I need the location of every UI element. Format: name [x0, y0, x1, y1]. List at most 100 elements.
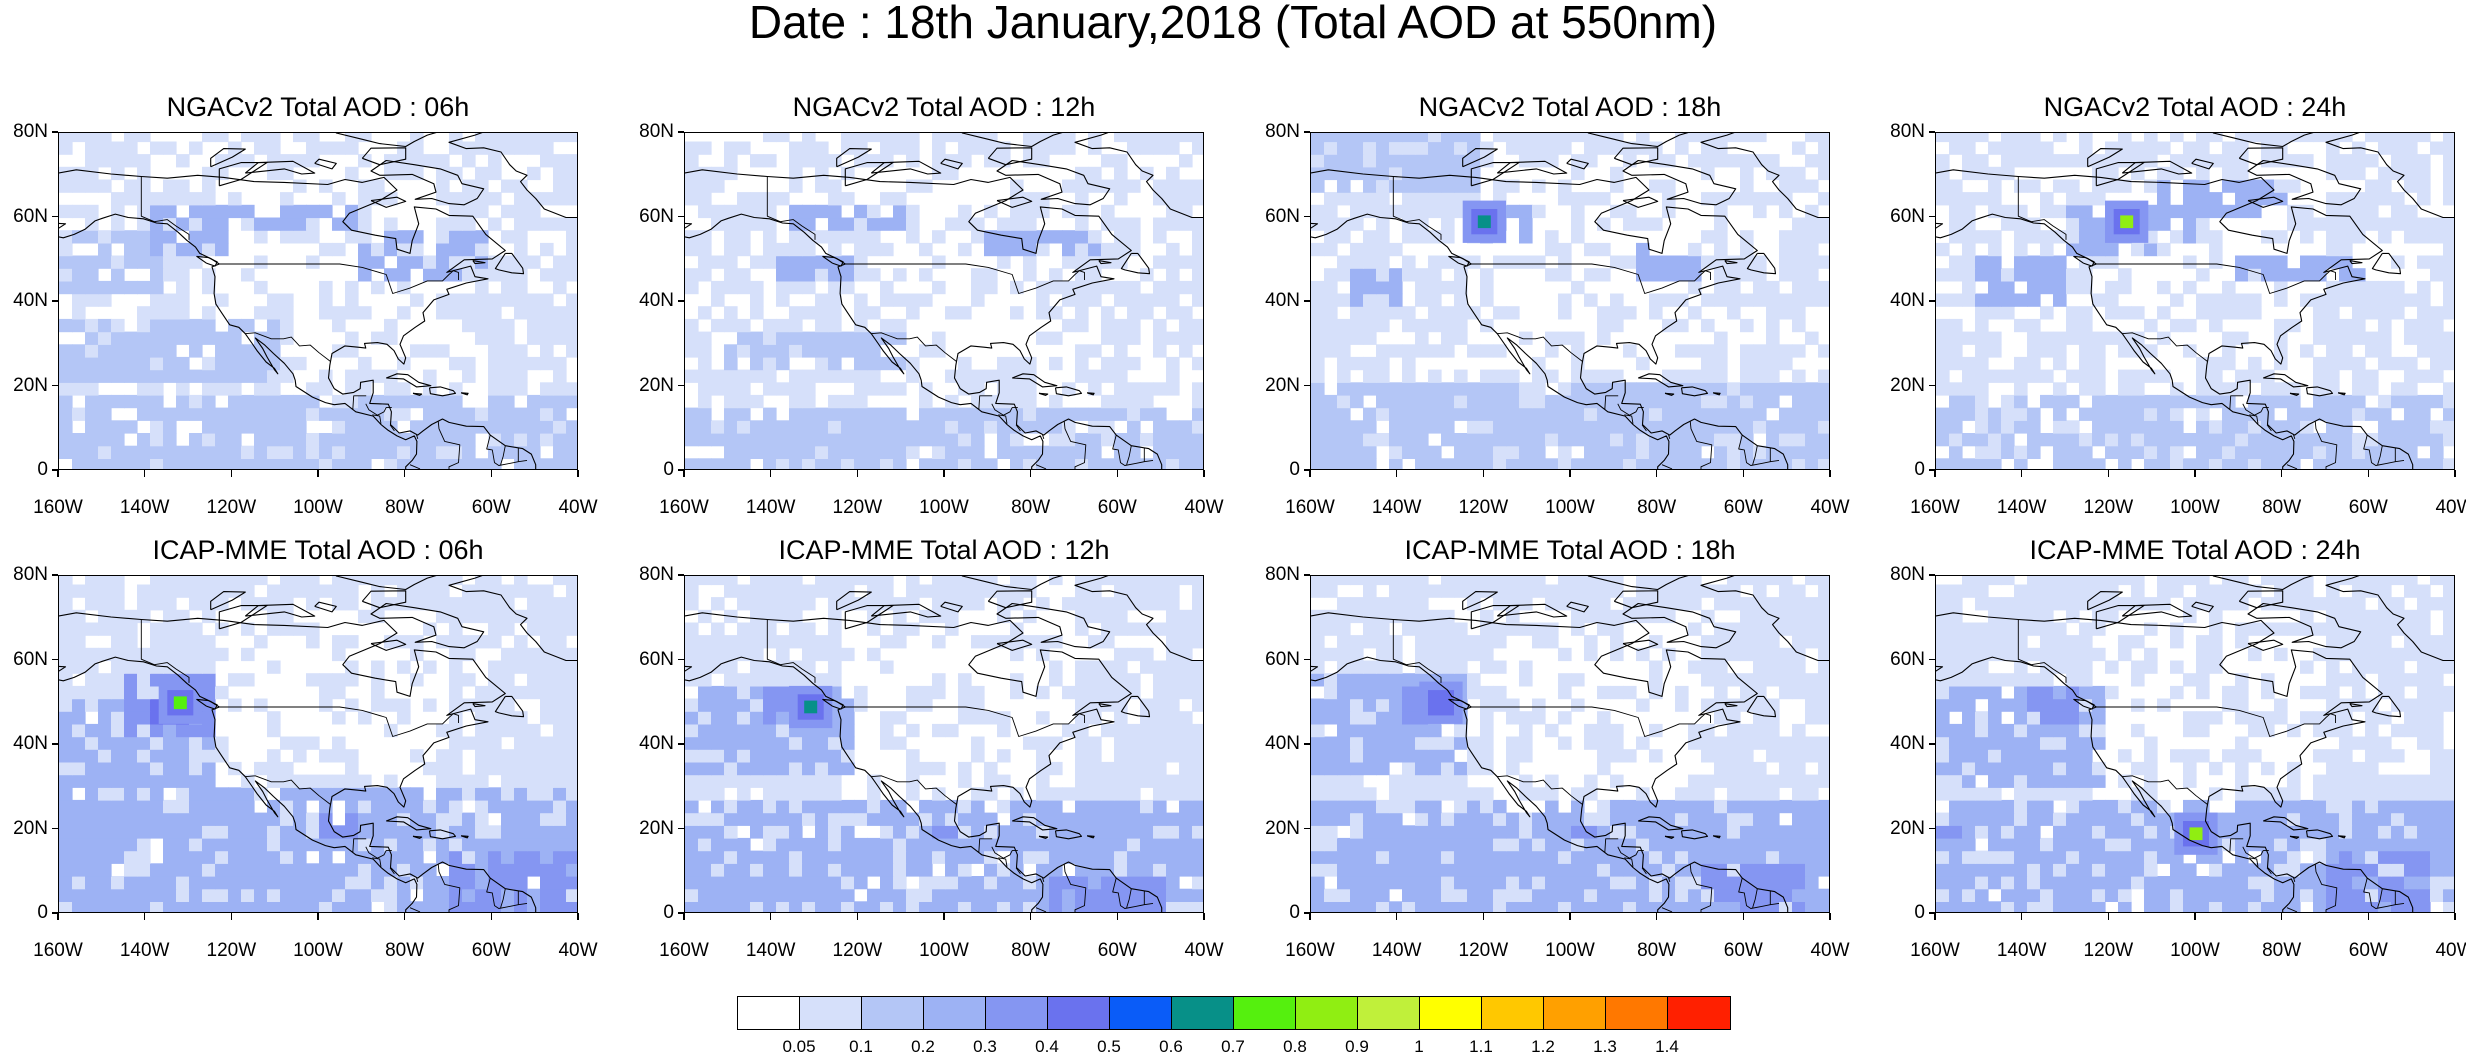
lon-tick — [1029, 913, 1032, 920]
lon-tick-label: 100W — [1545, 497, 1595, 518]
lat-tick — [1929, 912, 1935, 914]
lon-tick-label: 80W — [1637, 940, 1677, 961]
lon-tick — [1655, 913, 1658, 920]
lat-tick-label: 60N — [1265, 648, 1300, 670]
panel-title: ICAP-MME Total AOD : 18h — [1404, 535, 1736, 565]
lat-tick — [1304, 743, 1310, 745]
lon-tick-label: 60W — [1097, 940, 1137, 961]
lat-tick-label: 20N — [1890, 817, 1925, 839]
lat-tick-label: 20N — [1265, 817, 1300, 839]
lon-tick — [2107, 470, 2110, 477]
lon-tick-label: 120W — [206, 497, 257, 518]
lon-tick — [1742, 470, 1745, 477]
map-plot-area — [1310, 132, 1830, 470]
lon-tick-label: 100W — [2170, 940, 2220, 961]
lat-tick-label: 0 — [37, 902, 48, 923]
colorbar-swatch — [799, 996, 863, 1030]
lon-tick — [1569, 470, 1571, 477]
lon-tick — [1395, 470, 1398, 477]
map-plot-area — [1310, 575, 1830, 913]
colorbar-label: 0.1 — [849, 1037, 873, 1056]
lon-tick-label: 80W — [385, 497, 425, 518]
colorbar-swatch — [923, 996, 987, 1030]
map-plot-area — [1935, 575, 2455, 913]
lat-tick-label: 40N — [639, 290, 674, 311]
lon-tick — [2367, 913, 2370, 920]
lat-tick — [1929, 658, 1935, 661]
coastline — [1936, 133, 2454, 469]
lat-tick — [1304, 658, 1310, 661]
lat-tick-label: 80N — [1890, 564, 1925, 585]
colorbar-swatch — [1481, 996, 1545, 1030]
lat-tick — [678, 384, 684, 387]
lon-tick-label: 60W — [1723, 497, 1763, 518]
lon-tick-label: 160W — [1285, 497, 1335, 518]
aod-hotspot — [158, 681, 202, 724]
panel-title: NGACv2 Total AOD : 18h — [1418, 92, 1722, 122]
lat-tick-label: 40N — [13, 290, 48, 311]
lat-tick-label: 60N — [13, 205, 48, 227]
lat-tick-label: 80N — [13, 121, 48, 142]
aod-field — [685, 576, 1203, 912]
lat-tick-label: 80N — [639, 564, 674, 585]
lon-tick — [143, 470, 146, 477]
lon-tick-label: 100W — [1545, 940, 1595, 961]
lat-tick — [52, 912, 58, 914]
lon-tick — [2280, 913, 2283, 920]
coastline — [1311, 576, 1829, 912]
lat-tick-label: 80N — [639, 121, 674, 142]
aod-field — [59, 576, 577, 912]
colorbar-swatch — [1295, 996, 1359, 1030]
colorbar-label: 1.2 — [1531, 1037, 1555, 1056]
lon-tick — [2280, 470, 2283, 477]
aod-field — [59, 133, 577, 469]
lon-tick-label: 40W — [558, 497, 598, 518]
colorbar-label: 1 — [1414, 1037, 1424, 1056]
aod-field — [685, 133, 1203, 469]
lon-tick-label: 100W — [2170, 497, 2220, 518]
map-plot-area — [58, 132, 578, 470]
lon-tick — [1309, 913, 1311, 920]
map-plot-area — [684, 132, 1204, 470]
lon-tick-label: 120W — [832, 497, 883, 518]
lon-tick-label: 80W — [385, 940, 425, 961]
lat-tick — [678, 215, 684, 218]
lat-tick — [52, 827, 58, 830]
lat-tick-label: 20N — [639, 374, 674, 396]
colorbar-label: 0.3 — [973, 1037, 997, 1056]
map-canvas — [685, 133, 1203, 469]
map-panel-icap-mme-06h: ICAP-MME Total AOD : 06h 80N 60N 40N 20N 0 160… — [13, 535, 597, 981]
lat-tick — [1929, 743, 1935, 745]
lon-tick-label: 140W — [1371, 497, 1422, 518]
lon-tick — [683, 913, 685, 920]
lon-tick-label: 140W — [1996, 940, 2047, 961]
map-canvas — [685, 576, 1203, 912]
lon-tick — [403, 470, 406, 477]
lon-tick-label: 140W — [119, 940, 170, 961]
lon-tick — [1309, 470, 1311, 477]
lon-tick — [577, 913, 579, 920]
lat-tick-label: 60N — [639, 205, 674, 227]
lat-tick — [52, 469, 58, 471]
country-borders — [140, 176, 528, 469]
colorbar-swatch — [861, 996, 925, 1030]
lat-tick-label: 0 — [1289, 459, 1300, 480]
lat-tick — [1929, 574, 1935, 576]
lon-tick — [490, 470, 493, 477]
map-panel-icap-mme-12h: ICAP-MME Total AOD : 12h 80N 60N 40N 20N 0 160… — [639, 535, 1223, 981]
lon-tick-label: 120W — [206, 940, 257, 961]
colorbar-swatch — [985, 996, 1049, 1030]
lon-tick — [2454, 913, 2456, 920]
lat-tick-label: 60N — [13, 648, 48, 670]
panel-title: ICAP-MME Total AOD : 24h — [2029, 535, 2361, 565]
colorbar-label: 0.05 — [782, 1037, 816, 1056]
lon-tick-label: 40W — [1184, 940, 1224, 961]
lat-tick — [1929, 469, 1935, 471]
panel-title: ICAP-MME Total AOD : 12h — [778, 535, 1110, 565]
lon-tick — [2194, 913, 2196, 920]
coastline — [1936, 576, 2454, 912]
colorbar-label: 0.7 — [1221, 1037, 1245, 1056]
lon-tick — [57, 470, 59, 477]
panel-title: NGACv2 Total AOD : 24h — [2043, 92, 2347, 122]
lat-tick-label: 60N — [1265, 205, 1300, 227]
